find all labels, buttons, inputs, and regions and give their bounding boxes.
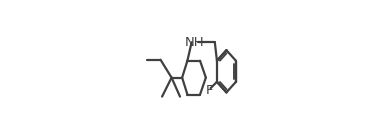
Text: F: F [205,84,213,97]
Text: NH: NH [185,36,204,49]
